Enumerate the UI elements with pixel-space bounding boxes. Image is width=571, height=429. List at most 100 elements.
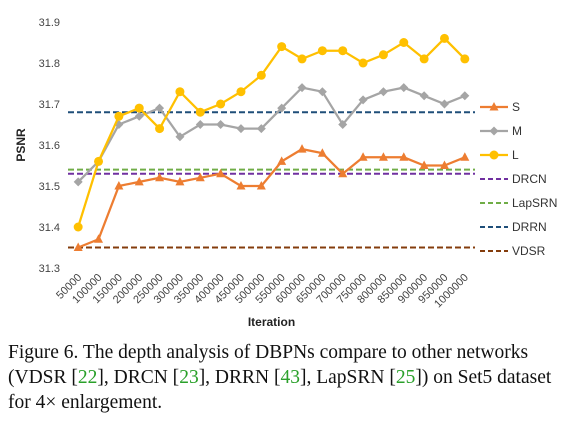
data-point [317, 87, 327, 97]
data-point [338, 120, 348, 129]
legend-label: LapSRN [512, 196, 557, 210]
data-point [317, 46, 327, 56]
legend-item-vdsr: VDSR [480, 244, 546, 258]
data-point [419, 160, 429, 169]
data-point [378, 87, 388, 97]
data-point [175, 132, 185, 142]
data-point [155, 103, 165, 113]
data-point [216, 168, 226, 178]
legend-item-drrn: DRRN [480, 220, 547, 234]
ref-drrn[interactable]: 43 [280, 367, 300, 388]
legend-label: DRCN [512, 172, 547, 186]
y-tick-label: 31.5 [39, 181, 60, 193]
data-point [297, 144, 307, 153]
data-point [134, 176, 144, 186]
data-point [277, 103, 287, 113]
data-point [439, 33, 449, 43]
data-point [378, 152, 388, 161]
series-m [73, 83, 470, 187]
x-axis-ticks: 5000010000015000020000025000030000035000… [54, 272, 471, 311]
data-point [460, 54, 470, 64]
data-point [399, 152, 409, 161]
data-point [460, 91, 470, 101]
data-point [358, 152, 368, 161]
series-lines [73, 33, 470, 251]
data-point [439, 99, 449, 109]
data-point [73, 242, 83, 251]
data-point [73, 222, 83, 232]
data-point [134, 111, 144, 121]
series-line [77, 86, 466, 183]
data-point [256, 70, 266, 80]
data-point [175, 176, 185, 186]
data-point [256, 181, 266, 190]
data-point [489, 102, 499, 111]
data-point [297, 54, 307, 64]
data-point [338, 46, 348, 56]
data-point [256, 124, 266, 134]
data-point [216, 99, 226, 109]
legend: SML DRCN LapSRN DRRN VDSR [480, 100, 557, 258]
data-point [73, 177, 83, 187]
data-point [419, 91, 429, 101]
data-point [358, 95, 368, 105]
depth-analysis-chart: 31.3 31.4 31.5 31.6 31.7 31.8 31.9 50000100000… [14, 17, 557, 329]
x-axis-title: Iteration [248, 315, 295, 329]
caption-text: ], DRRN [ [198, 367, 281, 388]
legend-item-drcn: DRCN [480, 172, 547, 186]
ref-lapsrn[interactable]: 25 [395, 367, 416, 388]
legend-item-lapsrn: LapSRN [480, 196, 557, 210]
data-point [277, 156, 287, 165]
data-point [378, 50, 388, 60]
caption-text: Figure 6. The depth analysis of DBPNs co… [8, 342, 529, 388]
series-s [73, 144, 470, 251]
data-point [195, 107, 205, 117]
data-point [317, 148, 327, 157]
caption-text: ], LapSRN [ [299, 367, 396, 388]
data-point [195, 120, 205, 129]
data-point [460, 152, 470, 161]
legend-item-l: L [480, 148, 519, 162]
y-tick-label: 31.6 [39, 140, 60, 152]
data-point [358, 58, 368, 68]
data-point [338, 168, 348, 178]
y-tick-label: 31.4 [39, 222, 60, 234]
data-point [236, 181, 246, 190]
data-point [134, 103, 144, 113]
data-point [277, 42, 287, 52]
legend-item-s: S [480, 100, 520, 114]
data-point [439, 160, 449, 169]
y-axis-title: PSNR [14, 128, 28, 162]
legend-label: L [512, 148, 519, 162]
data-point [94, 234, 104, 243]
legend-label: S [512, 100, 520, 114]
ref-vdsr[interactable]: 22 [77, 367, 98, 388]
data-point [114, 181, 124, 190]
series-line [77, 36, 466, 228]
data-point [399, 83, 409, 93]
series-line [77, 147, 466, 249]
data-point [419, 54, 429, 64]
legend-item-m: M [480, 124, 522, 138]
caption-text: ], DRCN [ [97, 367, 180, 388]
data-point [297, 83, 307, 93]
data-point [399, 38, 409, 47]
data-point [175, 87, 185, 97]
data-point [155, 172, 165, 182]
caption-text: ]) on Set5 dataset for 4× enlargement. [8, 367, 552, 413]
data-point [114, 111, 124, 121]
data-point [155, 124, 165, 134]
legend-label: VDSR [512, 244, 546, 258]
data-point [489, 150, 499, 160]
y-tick-label: 31.8 [39, 58, 60, 70]
y-axis-ticks: 31.3 31.4 31.5 31.6 31.7 31.8 31.9 [39, 17, 60, 275]
data-point [236, 87, 246, 97]
data-point [94, 156, 104, 166]
ref-drcn[interactable]: 23 [179, 367, 199, 388]
series-l [73, 33, 470, 232]
data-point [236, 124, 246, 134]
legend-label: DRRN [512, 220, 547, 234]
y-tick-label: 31.3 [39, 263, 60, 275]
data-point [489, 126, 499, 136]
data-point [195, 172, 205, 182]
